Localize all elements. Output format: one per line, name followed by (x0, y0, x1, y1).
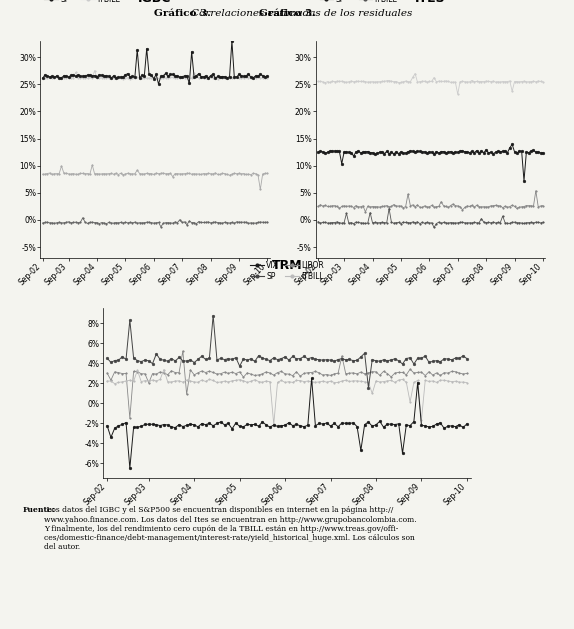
Title: IGBC: IGBC (138, 0, 172, 5)
Text: Gráfico 3.: Gráfico 3. (258, 9, 316, 18)
Legend: ITES, SP, LIBOR, ITBILL: ITES, SP, LIBOR, ITBILL (44, 0, 120, 4)
Text: Fuente:: Fuente: (23, 506, 56, 515)
Text: Correlaciones estimadas de los residuales: Correlaciones estimadas de los residuale… (191, 9, 413, 18)
Title: ITES: ITES (415, 0, 446, 5)
Legend: VIX, SP, LIBOR, ITBILL: VIX, SP, LIBOR, ITBILL (250, 261, 324, 281)
Legend: IGBC, SP, LIBOR, ITBILL: IGBC, SP, LIBOR, ITBILL (320, 0, 397, 4)
Text: Los datos del IGBC y el S&P500 se encuentran disponibles en internet en la págin: Los datos del IGBC y el S&P500 se encuen… (44, 506, 417, 551)
Title: TRM: TRM (272, 259, 302, 272)
Text: Gráfico 3.: Gráfico 3. (154, 9, 211, 18)
